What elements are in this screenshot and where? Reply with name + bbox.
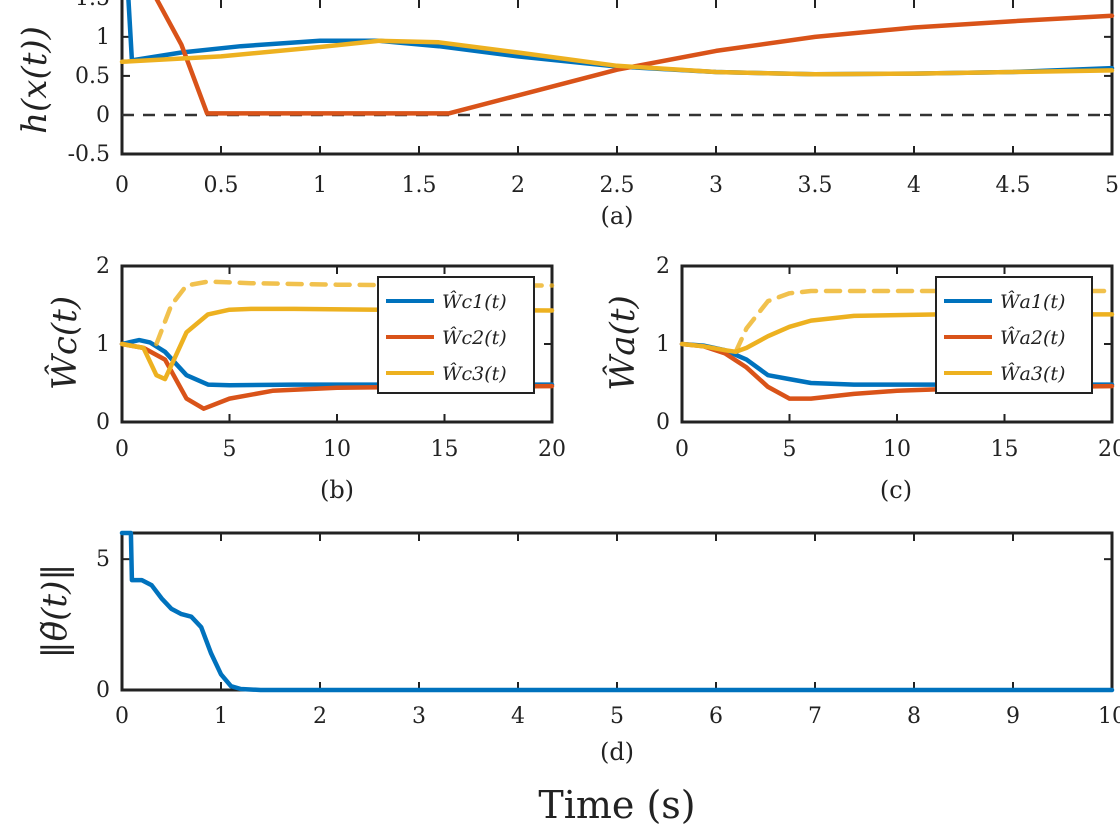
y-tick-label: -0.5: [68, 142, 110, 167]
legend-label: Ŵc1(t): [442, 290, 507, 313]
x-tick-label: 15: [431, 437, 459, 462]
panel-caption: (c): [880, 476, 912, 504]
legend-label: Ŵa2(t): [1000, 326, 1065, 349]
x-tick-label: 5: [610, 704, 624, 729]
y-axis-label: Ŵa(t): [602, 295, 643, 390]
x-tick-label: 1: [214, 704, 228, 729]
x-tick-label: 0.5: [204, 173, 239, 198]
x-tick-label: 4: [907, 173, 921, 198]
series-line-orange: [154, 0, 1115, 116]
series-line-norm: [119, 530, 1115, 693]
series-a: [119, 0, 1115, 117]
x-tick-label: 6: [709, 704, 723, 729]
x-tick-label: 9: [1006, 704, 1020, 729]
y-axis-label: h(x(t)): [15, 26, 55, 134]
plot-frame: [120, 531, 1114, 692]
ticks-d: 0 1 2 3 4 5 6 7 8 9 10 0 5: [96, 533, 1120, 729]
panel-caption: (a): [600, 202, 633, 230]
y-tick-label: 0: [96, 678, 110, 703]
series-line-Ŵa3 target: [733, 288, 1115, 355]
x-tick-label: 10: [883, 437, 911, 462]
x-tick-label: 4: [511, 704, 525, 729]
x-tick-label: 0: [115, 437, 129, 462]
ticks-a: 00.511.522.533.544.55-0.500.511.5: [68, 0, 1119, 198]
x-tick-label: 0: [675, 437, 689, 462]
x-tick-label: 4.5: [996, 173, 1031, 198]
panel-caption: (d): [600, 738, 634, 766]
panel-caption: (b): [320, 476, 354, 504]
x-tick-label: 2.5: [600, 173, 635, 198]
y-tick-label: 1: [96, 25, 110, 50]
y-tick-label: 1: [656, 332, 670, 357]
series-line-blue: [126, 0, 1115, 77]
legend-label: Ŵa3(t): [1000, 362, 1065, 385]
y-tick-label: 0: [656, 410, 670, 435]
ticks-c: 0 5 10 15 20 0 1 2: [656, 254, 1120, 462]
x-tick-label: 5: [783, 437, 797, 462]
legend-label: Ŵa1(t): [1000, 290, 1065, 313]
y-tick-label: 2: [96, 254, 110, 279]
y-tick-label: 0.5: [75, 64, 110, 89]
x-tick-label: 3: [709, 173, 723, 198]
x-tick-label: 2: [511, 173, 525, 198]
x-tick-label: 5: [1105, 173, 1119, 198]
y-tick-label: 5: [96, 547, 110, 572]
x-tick-label: 15: [991, 437, 1019, 462]
y-tick-label: 1: [96, 332, 110, 357]
series-line-yellow: [119, 38, 1115, 77]
legend-b: Ŵc1(t) Ŵc2(t) Ŵc3(t): [377, 276, 535, 394]
panel-a: 00.511.522.533.544.55-0.500.511.5 h(x(t)…: [15, 0, 1119, 230]
y-tick-label: 0: [96, 410, 110, 435]
figure-x-axis-label: Time (s): [538, 783, 695, 827]
legend-c: Ŵa1(t) Ŵa2(t) Ŵa3(t): [935, 276, 1093, 394]
x-tick-label: 10: [323, 437, 351, 462]
x-tick-label: 3.5: [798, 173, 833, 198]
series-line-Ŵa3(t): [679, 312, 1115, 355]
series-line-Ŵc3(t): [119, 306, 555, 382]
y-tick-label: 2: [656, 254, 670, 279]
x-tick-label: 10: [1098, 704, 1120, 729]
legend-label: Ŵc2(t): [442, 326, 507, 349]
x-tick-label: 1.5: [402, 173, 437, 198]
series-d: [119, 530, 1115, 693]
y-tick-label: 1.5: [75, 0, 110, 11]
x-tick-label: 3: [412, 704, 426, 729]
x-tick-label: 0: [115, 173, 129, 198]
panel-b: 0 5 10 15 20 0 1 2 Ŵc(t) (b) Ŵc1(t) Ŵc2(t) Ŵc3(…: [44, 254, 566, 504]
x-tick-label: 1: [313, 173, 327, 198]
y-axis-label: ‖θ̃(t)‖: [35, 564, 75, 659]
x-tick-label: 5: [223, 437, 237, 462]
y-tick-label: 0: [96, 103, 110, 128]
y-axis-label: Ŵc(t): [44, 296, 85, 390]
panel-c: 0 5 10 15 20 0 1 2 Ŵa(t) (c) Ŵa1(t) Ŵa2(t) Ŵa3(…: [602, 254, 1120, 504]
panel-d: 0 1 2 3 4 5 6 7 8 9 10 0 5 ‖θ̃(t)‖ (d): [35, 530, 1120, 766]
legend-label: Ŵc3(t): [442, 362, 507, 385]
x-tick-label: 7: [808, 704, 822, 729]
series-line-Ŵc3 target: [154, 279, 555, 347]
x-tick-label: 20: [538, 437, 566, 462]
x-tick-label: 8: [907, 704, 921, 729]
x-tick-label: 2: [313, 704, 327, 729]
x-tick-label: 0: [115, 704, 129, 729]
x-tick-label: 20: [1098, 437, 1120, 462]
